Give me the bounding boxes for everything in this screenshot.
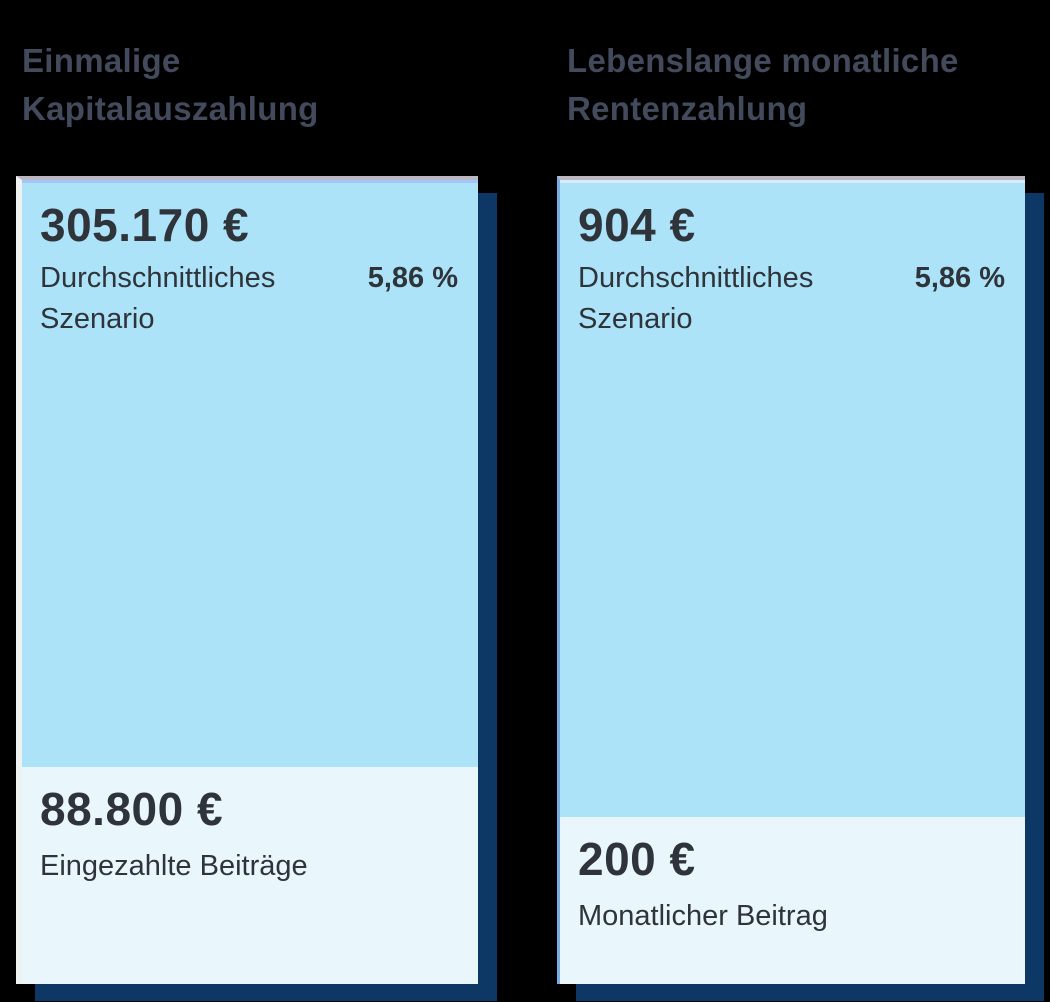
scenario-label: Durchschnittliches Szenario [40,262,276,336]
card-top-accent-line [560,180,1025,183]
card-top-accent-line [22,180,478,183]
card-footer-section: 200 € Monatlicher Beitrag [560,817,1025,984]
footer-label: Monatlicher Beitrag [578,900,828,933]
footer-label: Eingezahlte Beiträge [40,850,308,883]
footer-value: 88.800 € [40,783,224,835]
column-title-monthly-pension: Lebenslange monatliche Rentenzahlung [567,42,959,128]
main-value: 904 € [578,199,696,251]
card-main-section: 305.170 € Durchschnittliches Szenario 5,… [22,183,478,767]
scenario-row: Durchschnittliches Szenario 5,86 % [578,258,1007,340]
card-monthly-pension: 904 € Durchschnittliches Szenario 5,86 %… [557,176,1025,984]
card-capital-payout: 305.170 € Durchschnittliches Szenario 5,… [16,176,478,984]
column-title-capital-payout: Einmalige Kapitalauszahlung [22,42,319,128]
scenario-rate: 5,86 % [914,262,1005,295]
card-footer-section: 88.800 € Eingezahlte Beiträge [22,767,478,984]
main-value: 305.170 € [40,199,250,251]
footer-value: 200 € [578,833,696,885]
scenario-row: Durchschnittliches Szenario 5,86 % [40,258,460,340]
scenario-rate: 5,86 % [367,262,458,295]
scenario-label: Durchschnittliches Szenario [578,262,814,336]
card-main-section: 904 € Durchschnittliches Szenario 5,86 % [560,183,1025,817]
